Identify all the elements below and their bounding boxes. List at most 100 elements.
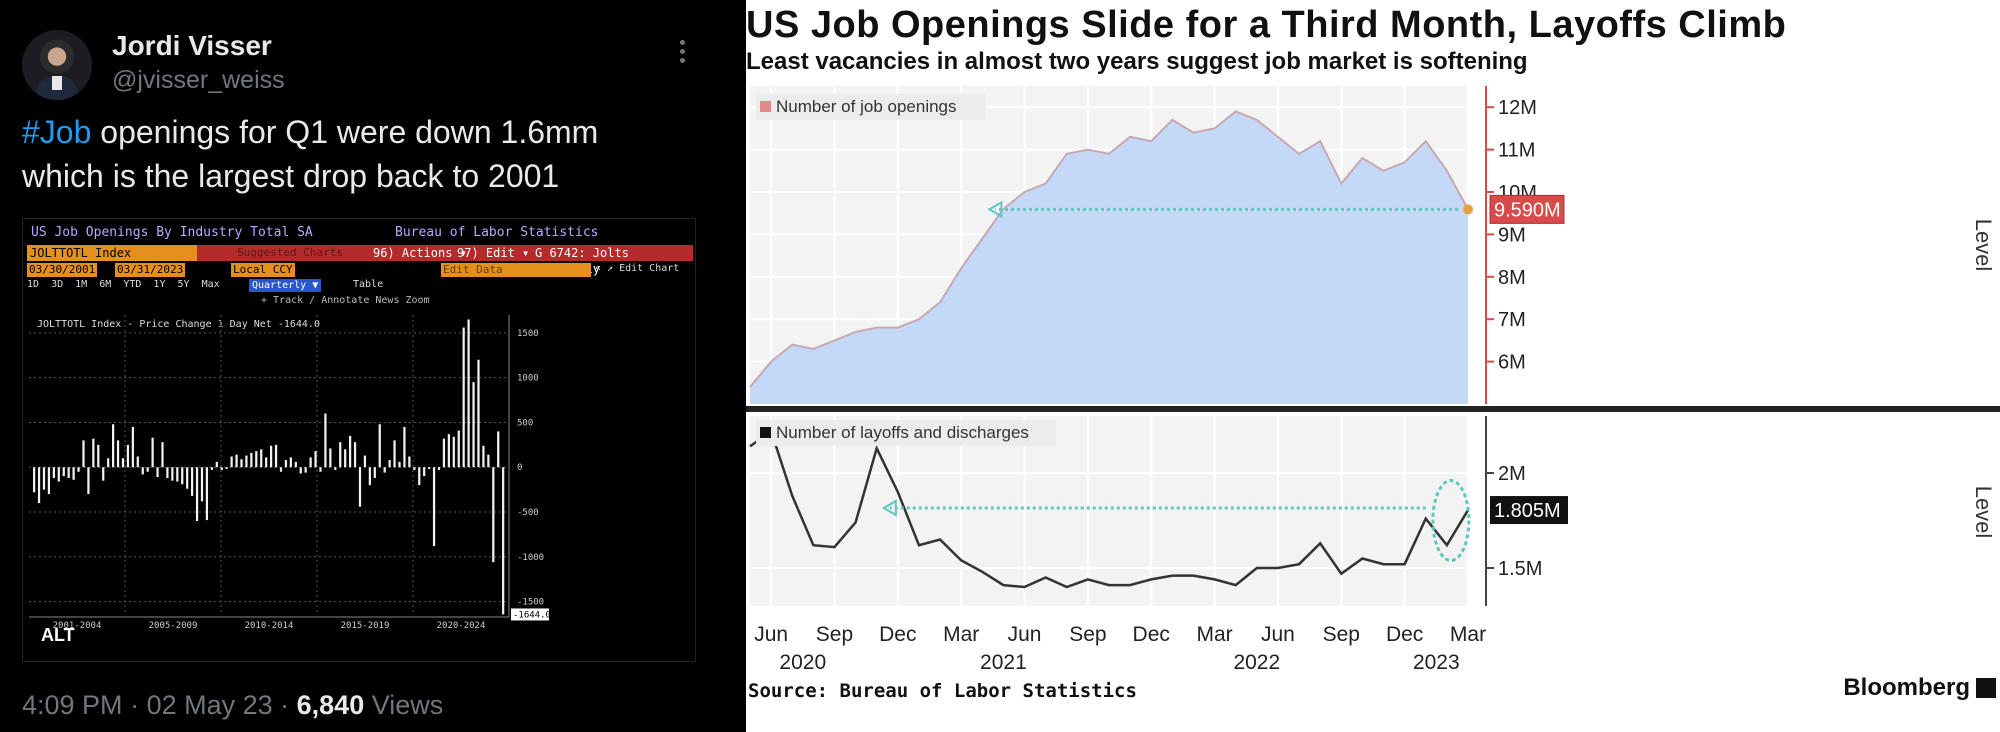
openings-ytick: 11M [1498,140,1535,162]
table-button[interactable]: Table [353,279,384,290]
terminal-bar [482,445,485,468]
terminal-bar [437,467,441,470]
terminal-bar [225,467,228,470]
terminal-bar [92,438,95,468]
openings-last-dot [1463,204,1473,215]
layoffs-axis-label: Level [1971,486,1996,539]
terminal-bar [52,467,55,478]
more-options-icon[interactable] [676,40,688,70]
tweet-date[interactable]: 02 May 23 [146,690,273,720]
actions-menu[interactable]: 96) Actions ▾ [373,246,467,260]
terminal-bar [452,436,455,468]
terminal-bar [274,444,278,468]
alt-text-badge[interactable]: ALT [41,625,75,645]
terminal-bar [102,467,105,481]
terminal-bar [432,467,436,547]
terminal-last-value-tag [511,608,549,621]
terminal-bar [116,440,120,468]
terminal-bar [72,467,75,480]
terminal-bar [146,467,149,472]
openings-area [750,111,1468,404]
terminal-bar [67,467,70,478]
tweet-text-line2: which is the largest drop back to 2001 [22,158,560,194]
terminal-bar [477,359,480,468]
terminal-bar [82,440,85,468]
currency-select[interactable]: Local CCY [231,263,295,277]
period-selector[interactable]: 1D 3D 1M 6M YTD 1Y 5Y Max [27,279,220,290]
chart-tools[interactable]: + Track ∕ Annotate News Zoom [261,295,430,306]
x-tick-month: Mar [943,623,979,646]
author-name[interactable]: Jordi Visser [112,30,272,61]
openings-ytick: 7M [1498,309,1526,331]
terminal-bar [250,452,253,468]
terminal-bar [156,467,159,478]
terminal-bar [497,431,500,468]
terminal-ytick: -500 [517,508,539,518]
tweet-time[interactable]: 4:09 PM [22,690,123,720]
openings-line [749,110,1469,388]
x-tick-year: 2023 [1413,651,1460,674]
terminal-bar [502,467,505,615]
end-date-field[interactable]: 03/31/2023 [115,263,186,277]
terminal-bar [255,451,258,468]
terminal-bar [37,467,41,504]
layoffs-legend-swatch [760,427,771,438]
suggested-charts-button[interactable]: Suggested Charts [237,246,343,259]
terminal-bar [171,467,174,481]
terminal-bar [186,467,189,489]
terminal-bar [176,467,179,482]
layoffs-last-value-tag [1490,496,1568,525]
start-date-field[interactable]: 03/30/2001 [27,263,98,277]
terminal-bar [121,458,125,468]
terminal-xtick: 2001-2004 [53,621,102,631]
terminal-ticker[interactable]: JOLTTOTL Index [27,245,197,261]
edit-data-field[interactable]: Edit Data [441,263,591,277]
avatar[interactable] [22,30,92,100]
terminal-xtick: 2020-2024 [437,621,486,631]
terminal-bar [166,467,169,478]
layoffs-legend: Number of layoffs and discharges [776,423,1029,442]
layoffs-line [749,429,1470,589]
terminal-bar [358,467,362,507]
tweet-metadata: 4:09 PM · 02 May 23 · 6,840 Views [22,690,444,720]
layoffs-arrow-head [881,499,897,517]
layoffs-ytick: 1.5M [1498,558,1542,580]
author-handle[interactable]: @jvisser_weiss [112,66,285,94]
terminal-ytick: 0 [517,463,522,473]
terminal-bar [363,455,367,468]
chart-subtitle: Least vacancies in almost two years sugg… [746,48,1528,75]
terminal-bar [191,467,194,496]
layoffs-last-value: 1.805M [1494,500,1561,522]
hashtag-link[interactable]: #Job [22,114,92,150]
tweet-text-line1: openings for Q1 were down 1.6mm [91,114,599,150]
terminal-bar [200,467,204,502]
terminal-bar [304,467,307,473]
terminal-last-value: -1644.0 [513,610,551,620]
terminal-bar [418,467,421,486]
terminal-bar [62,467,65,477]
openings-last-value-tag [1489,194,1565,224]
terminal-bar [344,449,347,468]
x-tick-month: Sep [816,623,853,646]
x-tick-month: Mar [1197,623,1233,646]
terminal-bar [131,426,134,468]
frequency-select[interactable]: Quarterly ▼ [249,279,322,292]
views-label: Views [371,690,444,720]
chart-source: Source: Bureau of Labor Statistics [748,680,1137,702]
terminal-bar [413,467,416,470]
terminal-bar [289,457,292,468]
terminal-bar [195,467,199,521]
edit-chart-button[interactable]: « ↗ Edit Chart [595,263,680,274]
terminal-bar [403,426,406,468]
terminal-title: US Job Openings By Industry Total SA [31,225,313,240]
terminal-bar [151,437,154,468]
terminal-bar [220,467,223,470]
tweet-image-terminal-chart[interactable]: US Job Openings By Industry Total SA Bur… [22,218,696,662]
terminal-bar [423,467,426,477]
x-tick-year: 2022 [1233,651,1280,674]
x-tick-month: Jun [1261,623,1295,646]
terminal-bar [349,435,352,468]
terminal-bar [210,467,213,470]
edit-menu[interactable]: 97) Edit ▾ [457,246,530,260]
